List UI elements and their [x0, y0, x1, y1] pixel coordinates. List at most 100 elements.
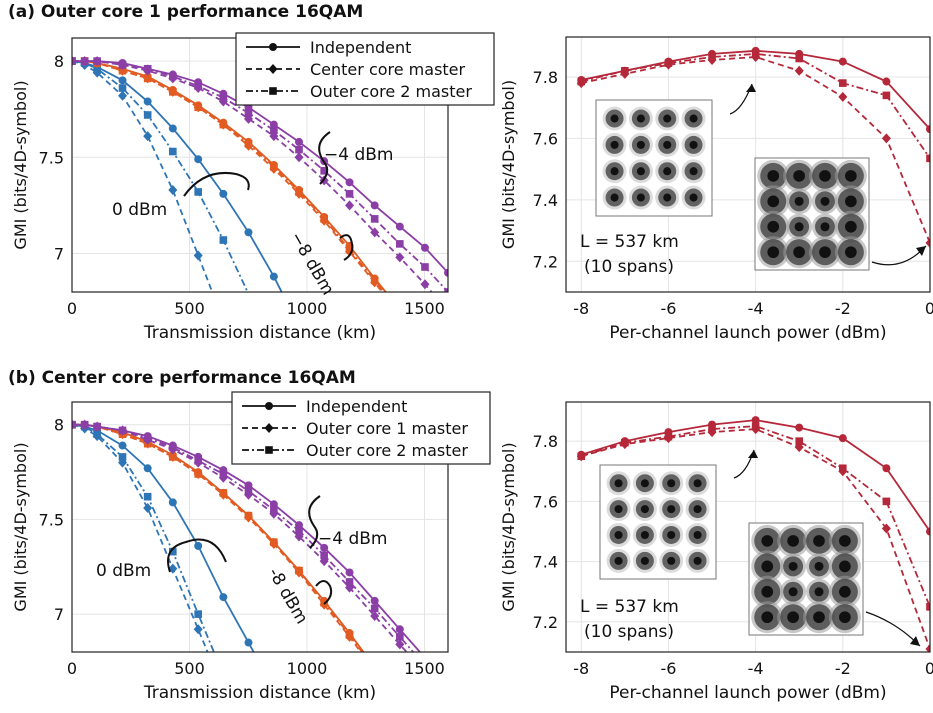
y-tick-label: 7.4 [533, 191, 558, 210]
data-point [244, 140, 253, 148]
data-point [420, 243, 429, 252]
annotation-arc [315, 580, 333, 605]
data-point [118, 84, 127, 92]
data-point [194, 541, 203, 550]
data-point [926, 125, 930, 134]
annotation-arrow [865, 611, 921, 647]
x-axis-label: Per-channel launch power (dBm) [609, 683, 886, 703]
data-point [370, 276, 379, 285]
data-point [925, 643, 930, 652]
data-point [219, 470, 228, 478]
legend-label: Center core master [310, 60, 466, 79]
data-point [194, 103, 202, 112]
data-point [577, 452, 586, 461]
data-point [244, 487, 253, 495]
y-axis-label: GMI (bits/4D-symbol) [11, 80, 30, 249]
x-tick-label: 1500 [404, 659, 445, 678]
annotation-label: −8 dBm [286, 229, 338, 299]
data-point [838, 57, 847, 66]
data-point [395, 252, 405, 263]
panel-b-title: (b) Center core performance 16QAM [8, 368, 356, 388]
constellation-inset-clean [595, 99, 713, 217]
data-point [143, 111, 152, 119]
y-tick-label: 7.5 [39, 148, 64, 167]
annotation-label: 0 dBm [112, 200, 167, 220]
data-point [395, 639, 405, 650]
data-point [193, 624, 203, 635]
data-point [118, 76, 127, 85]
data-point [143, 64, 152, 73]
data-point [169, 72, 177, 81]
data-point [295, 566, 303, 575]
data-point [370, 611, 380, 622]
x-tick-label: 1000 [287, 659, 328, 678]
data-point [370, 215, 379, 223]
data-point [118, 66, 127, 75]
x-tick-label: -6 [660, 299, 676, 318]
data-point [194, 456, 202, 465]
x-tick-label: 1500 [404, 299, 445, 318]
panel-a-title: (a) Outer core 1 performance 16QAM [8, 2, 364, 22]
x-axis-label: Transmission distance (km) [143, 683, 376, 703]
y-tick-label: 7.4 [533, 553, 558, 572]
constellation-inset-clean [599, 464, 717, 580]
data-point [320, 215, 328, 223]
x-tick-label: -2 [835, 659, 851, 678]
data-point [925, 237, 930, 248]
y-tick-label: 7.8 [533, 432, 558, 451]
data-point [244, 511, 253, 520]
data-point [194, 470, 202, 478]
data-point [244, 109, 253, 117]
data-point [295, 137, 304, 146]
data-point [143, 503, 153, 514]
x-tick-label: 500 [174, 299, 205, 318]
data-point [169, 443, 177, 452]
series-line [72, 60, 433, 292]
data-point [169, 453, 177, 461]
x-tick-label: 0 [67, 659, 77, 678]
data-point [72, 57, 76, 65]
x-tick-label: -4 [748, 659, 764, 678]
annotation-label: -8 dBm [264, 565, 312, 628]
data-point [244, 638, 253, 647]
annotation-arc [318, 131, 331, 185]
data-point [169, 547, 177, 556]
data-point [395, 625, 404, 634]
x-tick-label: 0 [67, 299, 77, 318]
data-point [345, 190, 354, 198]
data-point [444, 268, 448, 277]
data-point [118, 90, 128, 101]
series-group [72, 419, 422, 652]
data-point [882, 497, 891, 506]
constellation-inset-distorted [754, 157, 870, 271]
data-point [926, 154, 930, 163]
data-point [193, 250, 203, 261]
arrow-head [916, 246, 926, 256]
data-point [751, 50, 760, 58]
data-point [926, 603, 930, 611]
y-tick-label: 7.6 [533, 492, 558, 511]
data-point [295, 526, 303, 535]
x-tick-label: -4 [748, 299, 764, 318]
data-point [926, 527, 930, 536]
y-tick-label: 7 [54, 245, 64, 264]
data-point [168, 124, 177, 133]
annotation-arc [339, 234, 354, 261]
data-point [143, 434, 152, 442]
series-line [72, 60, 249, 292]
legend-label: Outer core 2 master [306, 441, 468, 460]
data-point [320, 551, 328, 560]
y-tick-label: 7.5 [39, 510, 64, 529]
y-axis-label: GMI (bits/4D-symbol) [499, 442, 518, 611]
y-axis-label: GMI (bits/4D-symbol) [499, 80, 518, 249]
data-point [143, 464, 152, 473]
series-line [72, 60, 387, 292]
data-point [219, 189, 228, 198]
data-point [294, 152, 304, 163]
data-point [795, 54, 804, 63]
y-tick-label: 7.6 [533, 129, 558, 148]
data-point [219, 236, 228, 244]
arrow-head [746, 84, 756, 92]
legend-marker [268, 64, 278, 74]
